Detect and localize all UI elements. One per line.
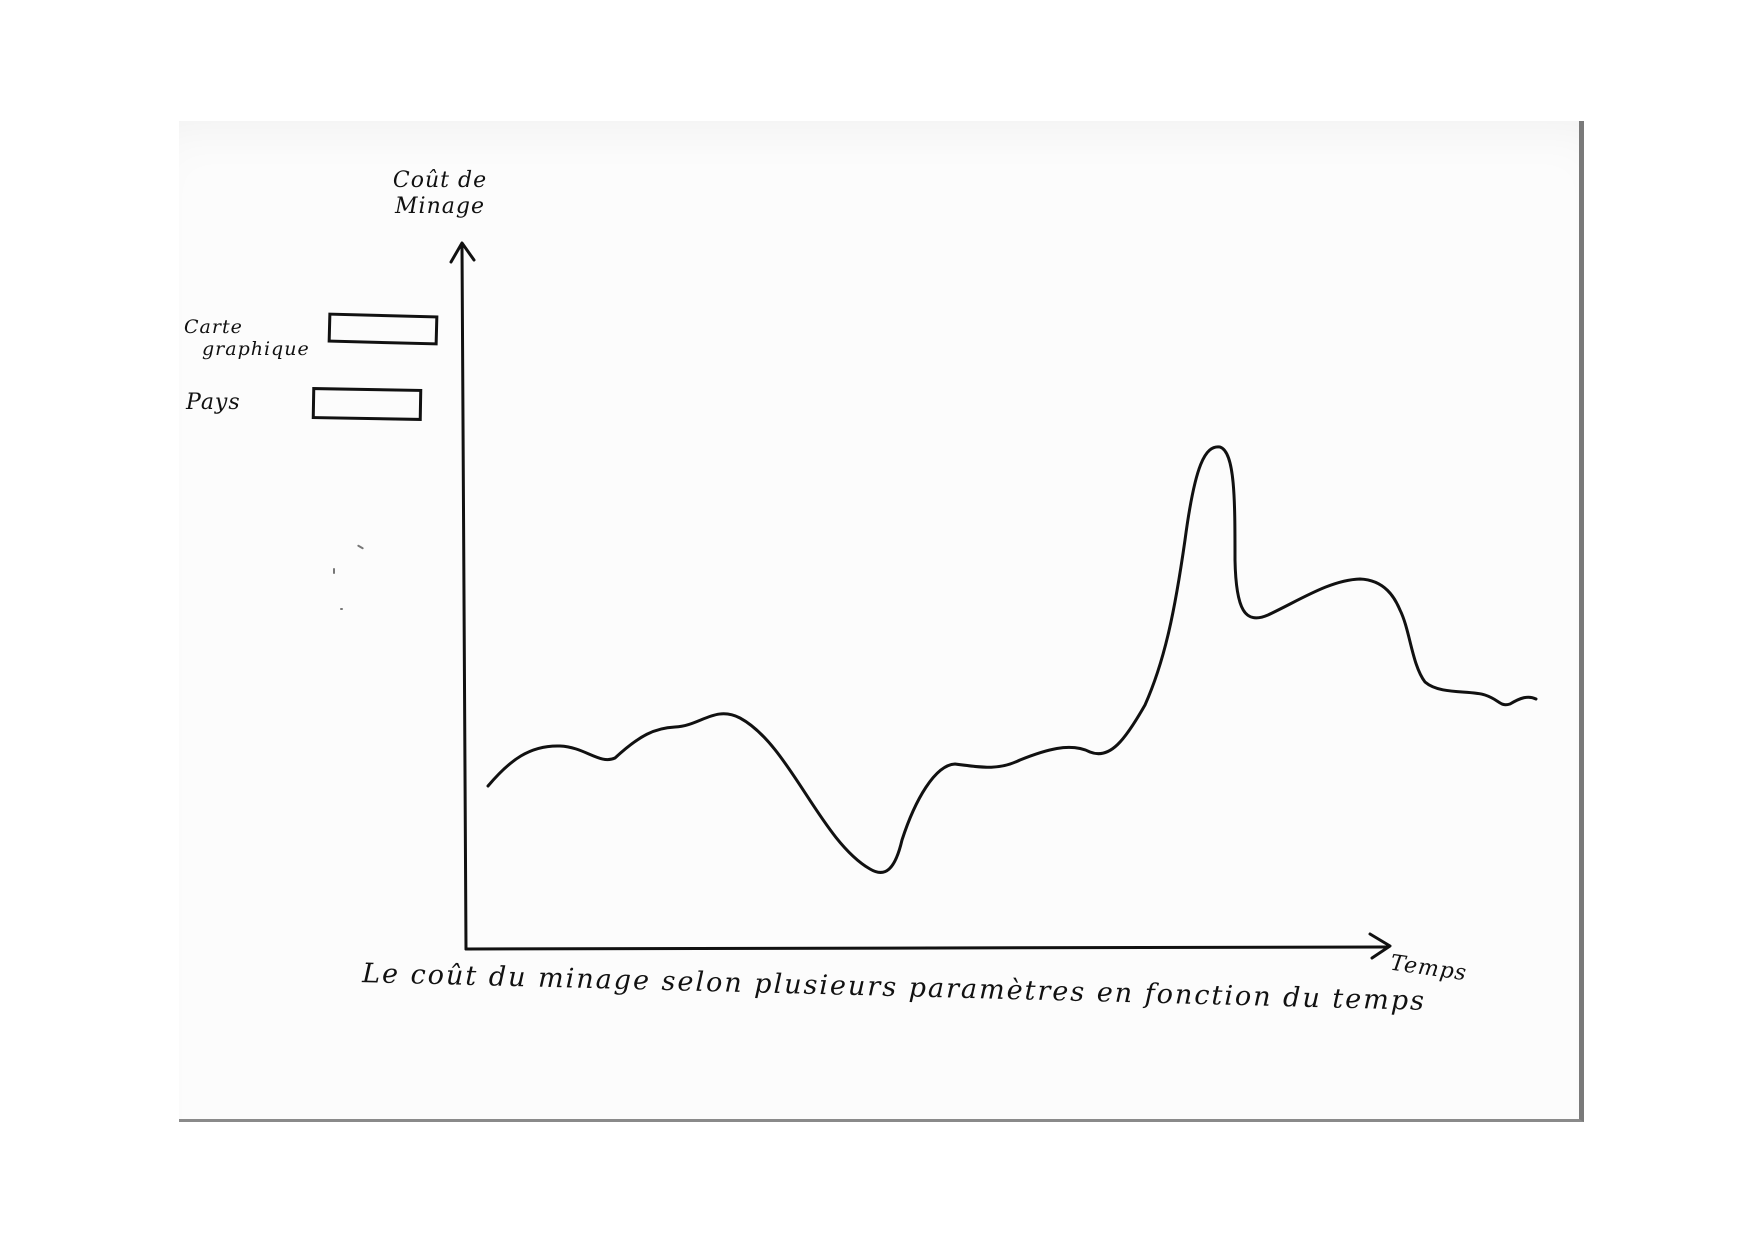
country-filter-input[interactable] <box>311 387 423 421</box>
gpu-filter-label-line2: graphique <box>202 338 310 360</box>
y-axis-label-line1: Coût de <box>392 168 488 193</box>
gpu-filter-label-line1: Carte <box>184 316 243 338</box>
pencil-mark <box>340 608 343 610</box>
gpu-filter-input[interactable] <box>327 312 439 346</box>
y-axis-label-line2: Minage <box>395 194 485 219</box>
country-filter-label: Pays <box>186 390 241 415</box>
gpu-filter-label: Carte graphique <box>184 316 314 360</box>
pencil-mark <box>333 568 335 574</box>
y-axis-label: Coût de Minage <box>380 168 500 220</box>
